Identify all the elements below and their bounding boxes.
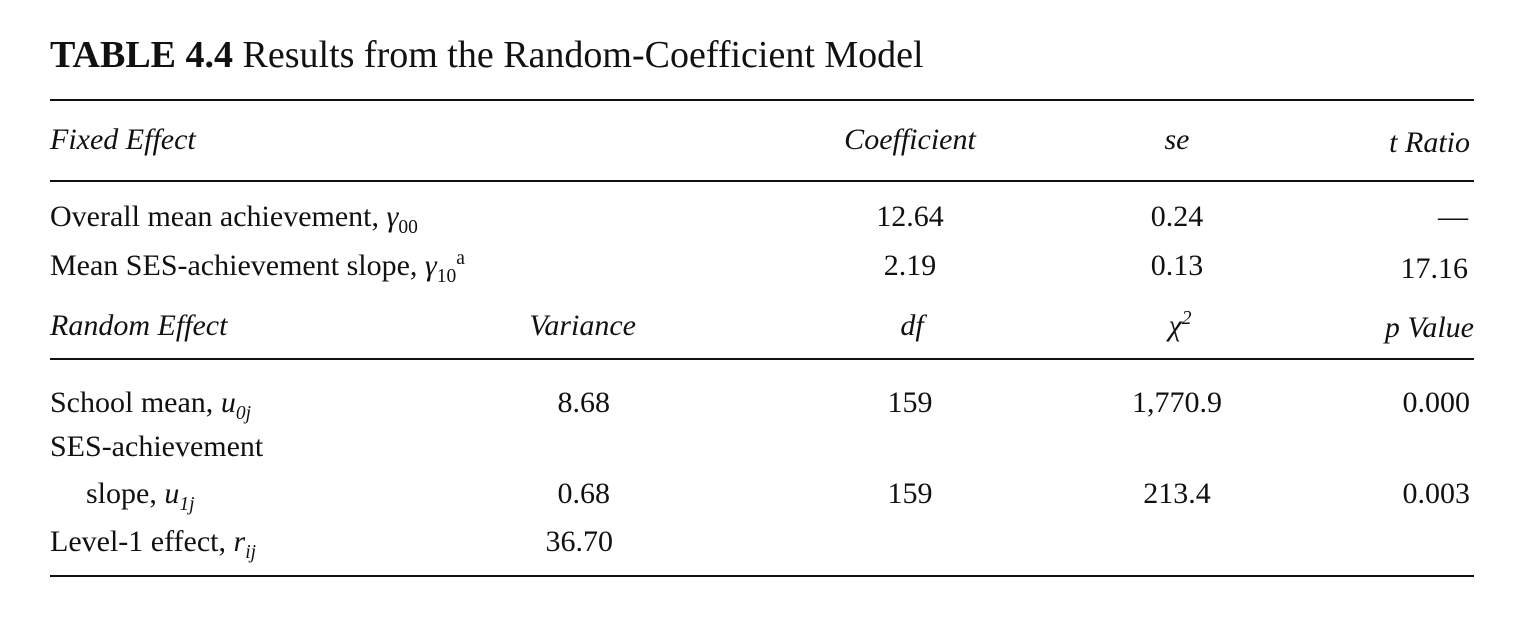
header-variance: Variance bbox=[529, 309, 636, 342]
header-p-value: p Value bbox=[1384, 311, 1474, 344]
random-row-label: slope, u1j bbox=[86, 477, 195, 515]
header-t-ratio: t Ratio bbox=[1389, 126, 1470, 159]
fixed-row-label: Overall mean achievement, γ00 bbox=[50, 200, 418, 238]
fixed-row-se: 0.24 bbox=[1150, 200, 1204, 233]
random-row-chi-square: 213.4 bbox=[1143, 477, 1211, 510]
top-rule bbox=[50, 99, 1474, 101]
random-row-df: 159 bbox=[887, 386, 933, 419]
header-rule-fixed bbox=[50, 180, 1474, 182]
random-row-variance: 36.70 bbox=[545, 525, 614, 558]
table-number: TABLE 4.4 bbox=[50, 34, 234, 76]
header-chi-square: χ2 bbox=[1168, 308, 1192, 342]
header-df: df bbox=[900, 309, 924, 342]
table-title: TABLE 4.4 Results from the Random-Coeffi… bbox=[50, 32, 924, 78]
header-random-effect: Random Effect bbox=[50, 309, 228, 342]
header-rule-random bbox=[50, 358, 1474, 360]
fixed-row-coefficient: 2.19 bbox=[883, 249, 937, 282]
bottom-rule bbox=[50, 575, 1474, 577]
header-fixed-effect: Fixed Effect bbox=[50, 123, 196, 156]
random-row-p-value: 0.000 bbox=[1402, 386, 1471, 419]
random-row-variance: 0.68 bbox=[557, 477, 611, 510]
fixed-row-t-ratio: — bbox=[1438, 200, 1468, 233]
random-row-label-line1: SES-achievement bbox=[50, 430, 264, 463]
random-row-label: School mean, u0j bbox=[50, 386, 251, 424]
random-row-variance: 8.68 bbox=[557, 386, 611, 419]
random-row-label: Level-1 effect, rij bbox=[50, 525, 257, 563]
random-row-p-value: 0.003 bbox=[1402, 477, 1471, 510]
header-se: se bbox=[1164, 123, 1190, 156]
fixed-row-coefficient: 12.64 bbox=[876, 200, 944, 233]
random-row-df: 159 bbox=[887, 477, 933, 510]
fixed-row-t-ratio: 17.16 bbox=[1400, 252, 1469, 285]
random-row-chi-square: 1,770.9 bbox=[1132, 386, 1222, 419]
fixed-row-se: 0.13 bbox=[1150, 249, 1204, 282]
fixed-row-label: Mean SES-achievement slope, γ10a bbox=[50, 248, 465, 287]
header-coefficient: Coefficient bbox=[844, 123, 976, 156]
table-caption: Results from the Random-Coefficient Mode… bbox=[242, 34, 924, 76]
